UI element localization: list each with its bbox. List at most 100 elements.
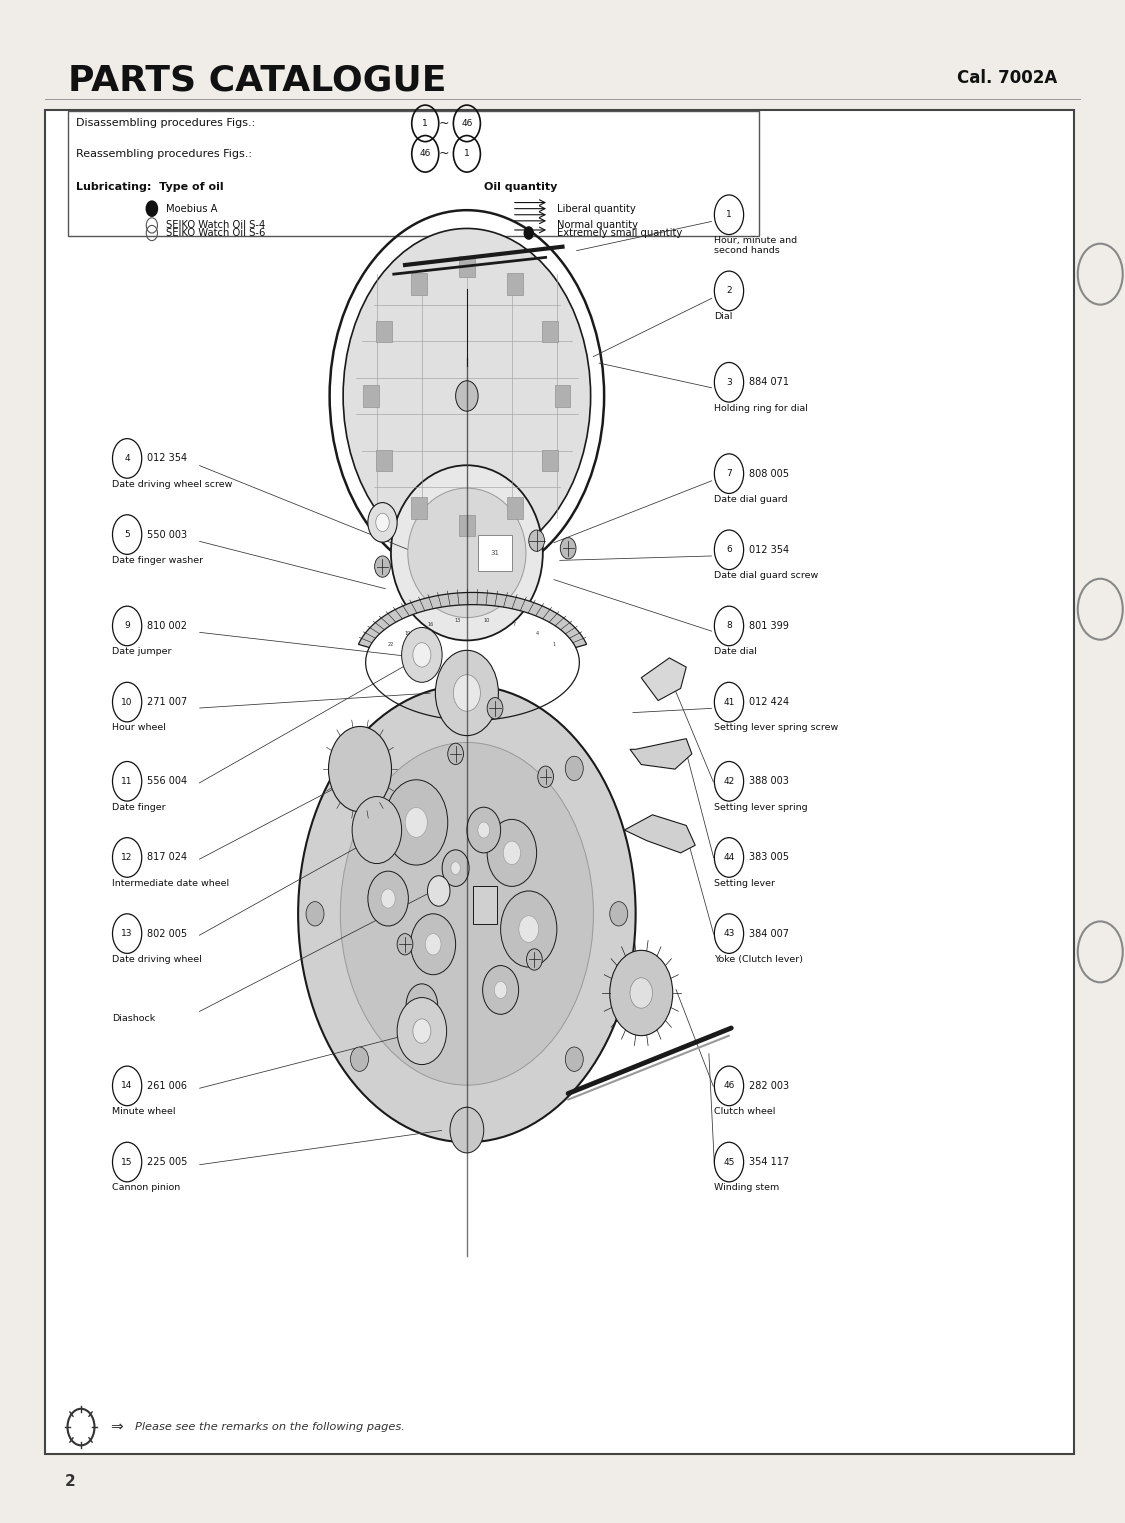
Text: 388 003: 388 003 xyxy=(749,777,789,786)
Text: 43: 43 xyxy=(723,929,735,938)
Circle shape xyxy=(565,1046,583,1071)
Text: Minute wheel: Minute wheel xyxy=(112,1107,176,1116)
Text: Diashock: Diashock xyxy=(112,1014,155,1023)
Circle shape xyxy=(494,981,507,999)
Text: 12: 12 xyxy=(122,853,133,862)
Text: 7: 7 xyxy=(726,469,732,478)
Text: 817 024: 817 024 xyxy=(147,853,188,862)
Text: 10: 10 xyxy=(484,618,490,623)
FancyBboxPatch shape xyxy=(542,321,558,343)
Text: 884 071: 884 071 xyxy=(749,378,790,387)
Text: 3: 3 xyxy=(726,378,732,387)
Text: Lubricating:  Type of oil: Lubricating: Type of oil xyxy=(76,183,224,192)
Circle shape xyxy=(483,966,519,1014)
Circle shape xyxy=(526,949,542,970)
Polygon shape xyxy=(624,815,695,853)
Text: 42: 42 xyxy=(723,777,735,786)
Circle shape xyxy=(519,915,539,943)
Text: Cannon pinion: Cannon pinion xyxy=(112,1183,181,1193)
Circle shape xyxy=(306,902,324,926)
Circle shape xyxy=(451,862,460,874)
Circle shape xyxy=(450,1107,484,1153)
Circle shape xyxy=(411,914,456,975)
Text: 14: 14 xyxy=(122,1081,133,1090)
Text: Liberal quantity: Liberal quantity xyxy=(557,204,636,213)
Text: 012 354: 012 354 xyxy=(749,545,790,554)
Circle shape xyxy=(442,850,469,886)
Text: Hour, minute and
second hands: Hour, minute and second hands xyxy=(714,236,798,256)
Text: ~: ~ xyxy=(439,148,450,160)
Text: 808 005: 808 005 xyxy=(749,469,790,478)
Text: Extremely small quantity: Extremely small quantity xyxy=(557,228,682,238)
Text: 1: 1 xyxy=(464,149,470,158)
FancyBboxPatch shape xyxy=(542,451,558,472)
Circle shape xyxy=(478,822,489,838)
Circle shape xyxy=(368,503,397,542)
FancyBboxPatch shape xyxy=(363,385,379,407)
Circle shape xyxy=(425,934,441,955)
Text: 10: 10 xyxy=(122,698,133,707)
Text: 384 007: 384 007 xyxy=(749,929,790,938)
Circle shape xyxy=(405,807,428,838)
Text: Setting lever spring screw: Setting lever spring screw xyxy=(714,723,838,733)
Text: Date finger washer: Date finger washer xyxy=(112,556,204,565)
FancyBboxPatch shape xyxy=(472,886,497,924)
Text: 801 399: 801 399 xyxy=(749,621,789,631)
Circle shape xyxy=(529,530,544,551)
Circle shape xyxy=(351,1046,369,1071)
Text: Moebius A: Moebius A xyxy=(166,204,218,213)
Circle shape xyxy=(630,978,652,1008)
Circle shape xyxy=(352,797,402,864)
Text: Setting lever: Setting lever xyxy=(714,879,775,888)
Circle shape xyxy=(413,1019,431,1043)
Text: 012 424: 012 424 xyxy=(749,698,790,707)
Circle shape xyxy=(456,381,478,411)
Text: 31: 31 xyxy=(490,550,500,556)
Circle shape xyxy=(402,627,442,682)
Text: 383 005: 383 005 xyxy=(749,853,790,862)
FancyBboxPatch shape xyxy=(68,111,759,236)
Text: 19: 19 xyxy=(404,631,411,635)
Ellipse shape xyxy=(392,466,543,640)
Polygon shape xyxy=(641,658,686,701)
Text: Date finger: Date finger xyxy=(112,803,166,812)
FancyBboxPatch shape xyxy=(376,451,391,472)
Text: Oil quantity: Oil quantity xyxy=(484,183,557,192)
Circle shape xyxy=(343,228,591,564)
Text: 261 006: 261 006 xyxy=(147,1081,188,1090)
Circle shape xyxy=(381,889,395,908)
Text: Holding ring for dial: Holding ring for dial xyxy=(714,404,808,413)
Text: Date jumper: Date jumper xyxy=(112,647,172,656)
Circle shape xyxy=(538,766,554,787)
Text: 225 005: 225 005 xyxy=(147,1157,188,1167)
Text: 012 354: 012 354 xyxy=(147,454,188,463)
Circle shape xyxy=(428,876,450,906)
Circle shape xyxy=(351,757,369,781)
Text: 810 002: 810 002 xyxy=(147,621,188,631)
Text: 15: 15 xyxy=(122,1157,133,1167)
Text: 5: 5 xyxy=(124,530,130,539)
Text: Date dial: Date dial xyxy=(714,647,757,656)
Text: SEIKO Watch Oil S-4: SEIKO Watch Oil S-4 xyxy=(166,221,266,230)
FancyBboxPatch shape xyxy=(459,256,475,277)
Text: Clutch wheel: Clutch wheel xyxy=(714,1107,776,1116)
Circle shape xyxy=(406,984,438,1027)
Text: Intermediate date wheel: Intermediate date wheel xyxy=(112,879,230,888)
Text: Normal quantity: Normal quantity xyxy=(557,221,638,230)
Text: 46: 46 xyxy=(461,119,472,128)
Text: 46: 46 xyxy=(723,1081,735,1090)
Circle shape xyxy=(376,513,389,532)
Text: 41: 41 xyxy=(723,698,735,707)
Circle shape xyxy=(565,757,583,781)
Polygon shape xyxy=(359,592,586,647)
Text: 45: 45 xyxy=(723,1157,735,1167)
FancyBboxPatch shape xyxy=(45,110,1074,1454)
Text: Dial: Dial xyxy=(714,312,732,321)
FancyBboxPatch shape xyxy=(506,273,522,294)
Text: 1: 1 xyxy=(552,643,556,647)
Text: 44: 44 xyxy=(723,853,735,862)
Circle shape xyxy=(448,743,463,765)
Text: ~: ~ xyxy=(439,117,450,129)
FancyBboxPatch shape xyxy=(412,498,426,519)
Text: ⇒: ⇒ xyxy=(110,1419,123,1435)
